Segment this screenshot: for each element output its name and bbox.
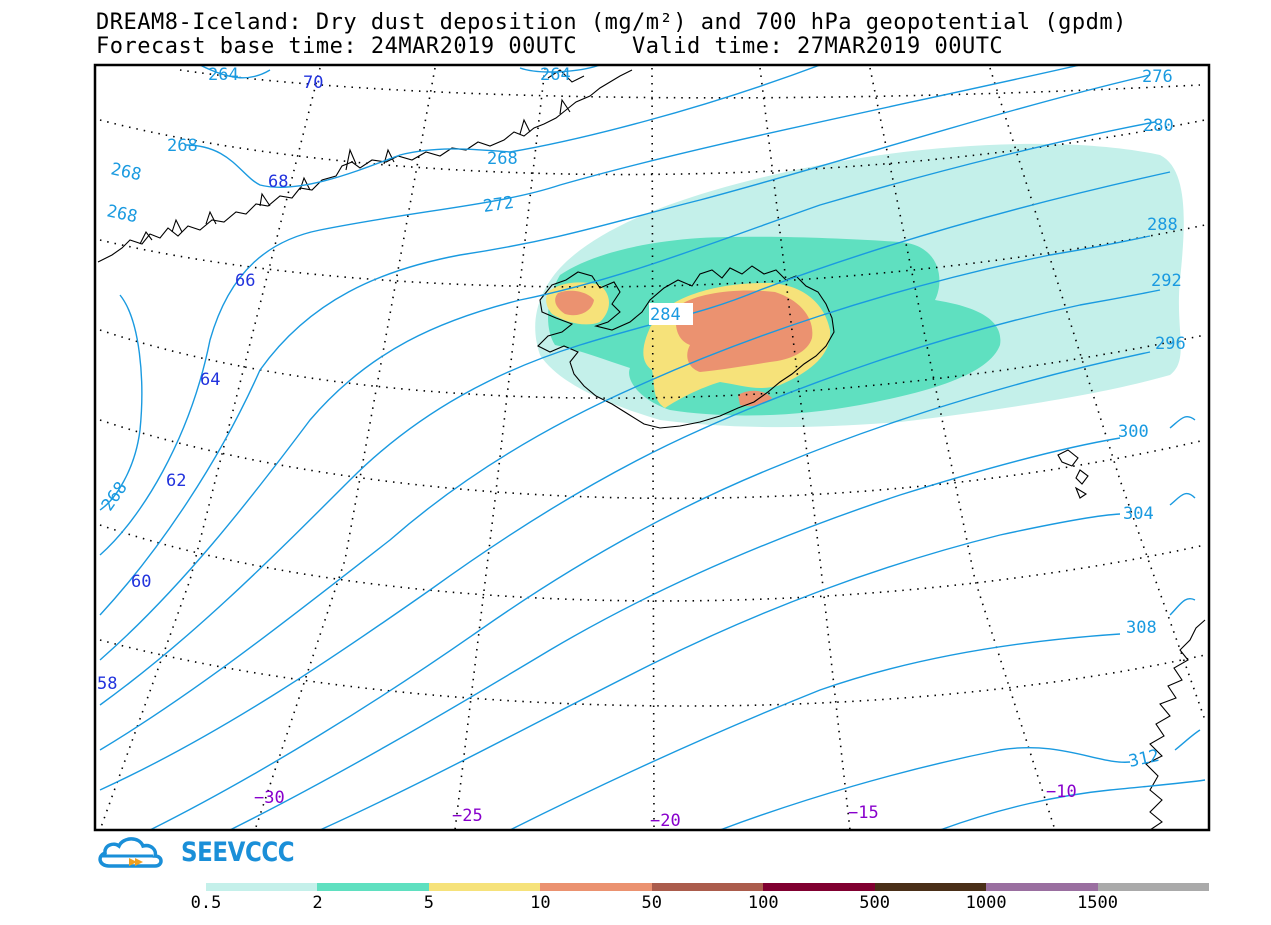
latitude-line bbox=[179, 69, 1201, 99]
colorbar-segment bbox=[874, 883, 987, 891]
latitude-label: 60 bbox=[131, 572, 151, 592]
longitude-labels: −30 −25 −20 −15 −10 bbox=[254, 782, 1077, 831]
latitude-label: 62 bbox=[166, 471, 186, 491]
longitude-line bbox=[99, 67, 321, 830]
cloud-logo-icon bbox=[98, 837, 163, 868]
longitude-line bbox=[869, 67, 1056, 830]
longitude-label: −20 bbox=[650, 811, 681, 831]
contour-label: 304 bbox=[1123, 504, 1154, 524]
contour-label: 308 bbox=[1126, 618, 1157, 638]
colorbar-label: 10 bbox=[530, 893, 551, 913]
contour-line bbox=[719, 729, 1201, 830]
colorbar-label: 1500 bbox=[1077, 893, 1119, 913]
latitude-label: 66 bbox=[235, 271, 255, 291]
contour-label: 268 bbox=[98, 478, 132, 515]
colorbar-segment bbox=[986, 883, 1098, 891]
contour-line bbox=[99, 121, 1156, 661]
contour-label-background bbox=[649, 303, 693, 325]
contour-label: 276 bbox=[1142, 67, 1173, 87]
contour-line bbox=[99, 171, 1171, 706]
colorbar-label: 5 bbox=[423, 893, 434, 913]
dust-layer-10 bbox=[555, 290, 813, 407]
colorbar-segment bbox=[1097, 883, 1209, 891]
contour-line bbox=[319, 493, 1196, 830]
map-area: 264 264 268 268 268 268 268 272 276 280 … bbox=[97, 65, 1206, 831]
latitude-line bbox=[99, 639, 1206, 707]
contour-line bbox=[519, 65, 601, 73]
contour-line bbox=[99, 289, 1161, 791]
colorbar-label: 0.5 bbox=[190, 893, 222, 913]
contour-label: 268 bbox=[105, 201, 139, 227]
longitude-line bbox=[759, 67, 851, 830]
colorbar-label: 50 bbox=[641, 893, 663, 913]
chart-title: DREAM8-Iceland: Dry dust deposition (mg/… bbox=[96, 10, 1127, 35]
contour-label: 264 bbox=[540, 65, 571, 85]
colorbar-segment bbox=[763, 883, 875, 891]
latitude-label: 70 bbox=[303, 73, 323, 93]
colorbar-segment bbox=[206, 883, 318, 891]
latitude-labels: 70 68 66 64 62 60 58 bbox=[97, 73, 323, 694]
contour-line bbox=[149, 351, 1151, 830]
contour-line bbox=[509, 598, 1196, 830]
latitude-label: 64 bbox=[200, 370, 220, 390]
longitude-label: −15 bbox=[848, 803, 879, 823]
logo-text: SEEVCCC bbox=[181, 836, 295, 868]
contour-label: 296 bbox=[1155, 334, 1186, 354]
contour-line bbox=[939, 779, 1206, 830]
longitude-label: −10 bbox=[1046, 782, 1077, 802]
seevccc-logo: SEEVCCC bbox=[95, 834, 314, 870]
latitude-label: 68 bbox=[268, 172, 288, 192]
contour-label: 268 bbox=[109, 159, 143, 185]
contour-line bbox=[229, 416, 1196, 830]
colorbar-segment bbox=[540, 883, 652, 891]
faroe-islands bbox=[1057, 449, 1089, 499]
contour-line bbox=[99, 235, 1151, 751]
map-frame bbox=[93, 63, 1211, 832]
contour-label: 280 bbox=[1143, 116, 1174, 136]
contour-label: 284 bbox=[650, 305, 681, 325]
greenland-coast-detail bbox=[139, 69, 585, 245]
contour-label: 272 bbox=[482, 193, 515, 217]
norway-coast bbox=[1145, 619, 1206, 830]
iceland-coast bbox=[537, 265, 835, 429]
contour-label: 288 bbox=[1147, 215, 1178, 235]
colorbar bbox=[206, 883, 1209, 891]
colorbar-segment bbox=[651, 883, 764, 891]
dust-deposition-field bbox=[535, 143, 1184, 428]
greenland-coast bbox=[97, 69, 633, 263]
longitude-label: −30 bbox=[254, 788, 285, 808]
contour-line bbox=[199, 65, 271, 79]
colorbar-label: 500 bbox=[859, 893, 891, 913]
contour-label: 268 bbox=[167, 136, 198, 156]
contour-line bbox=[99, 74, 1151, 616]
contour-label: 268 bbox=[487, 149, 518, 169]
contour-label: 300 bbox=[1118, 422, 1149, 442]
colorbar-segment bbox=[428, 883, 541, 891]
contour-line bbox=[99, 294, 143, 511]
geopotential-contours bbox=[99, 65, 1206, 830]
colorbar-label: 1000 bbox=[965, 893, 1007, 913]
colorbar-segment bbox=[317, 883, 429, 891]
chart-subtitle: Forecast base time: 24MAR2019 00UTC Vali… bbox=[96, 34, 1004, 59]
graticule bbox=[99, 67, 1206, 830]
latitude-label: 58 bbox=[97, 674, 117, 694]
colorbar-label: 100 bbox=[747, 893, 779, 913]
longitude-line bbox=[454, 67, 546, 830]
colorbar-label: 2 bbox=[312, 893, 323, 913]
contour-line bbox=[184, 65, 821, 188]
contour-line bbox=[99, 65, 1081, 556]
contour-label: 312 bbox=[1127, 746, 1161, 772]
longitude-label: −25 bbox=[452, 806, 483, 826]
coastlines bbox=[97, 69, 1206, 830]
contour-label: 264 bbox=[208, 65, 239, 85]
contour-label: 292 bbox=[1151, 271, 1182, 291]
longitude-line bbox=[651, 67, 655, 830]
